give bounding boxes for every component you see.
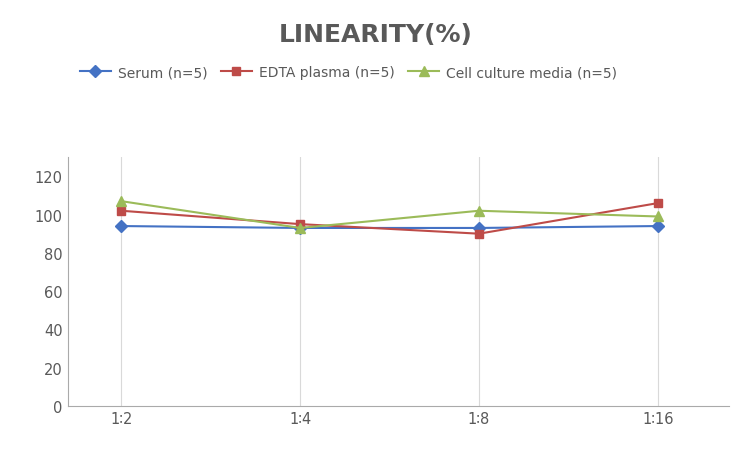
Serum (n=5): [475, 226, 484, 231]
EDTA plasma (n=5): [296, 222, 305, 227]
Cell culture media (n=5): [653, 214, 663, 220]
Text: LINEARITY(%): LINEARITY(%): [279, 23, 473, 46]
Legend: Serum (n=5), EDTA plasma (n=5), Cell culture media (n=5): Serum (n=5), EDTA plasma (n=5), Cell cul…: [74, 60, 623, 86]
Serum (n=5): [296, 226, 305, 231]
Serum (n=5): [653, 224, 663, 229]
Cell culture media (n=5): [296, 226, 305, 231]
Cell culture media (n=5): [475, 208, 484, 214]
Serum (n=5): [117, 224, 126, 229]
EDTA plasma (n=5): [117, 208, 126, 214]
Line: EDTA plasma (n=5): EDTA plasma (n=5): [117, 199, 662, 238]
Cell culture media (n=5): [117, 199, 126, 204]
EDTA plasma (n=5): [653, 201, 663, 207]
Line: Serum (n=5): Serum (n=5): [117, 222, 662, 233]
EDTA plasma (n=5): [475, 231, 484, 237]
Line: Cell culture media (n=5): Cell culture media (n=5): [117, 197, 663, 233]
